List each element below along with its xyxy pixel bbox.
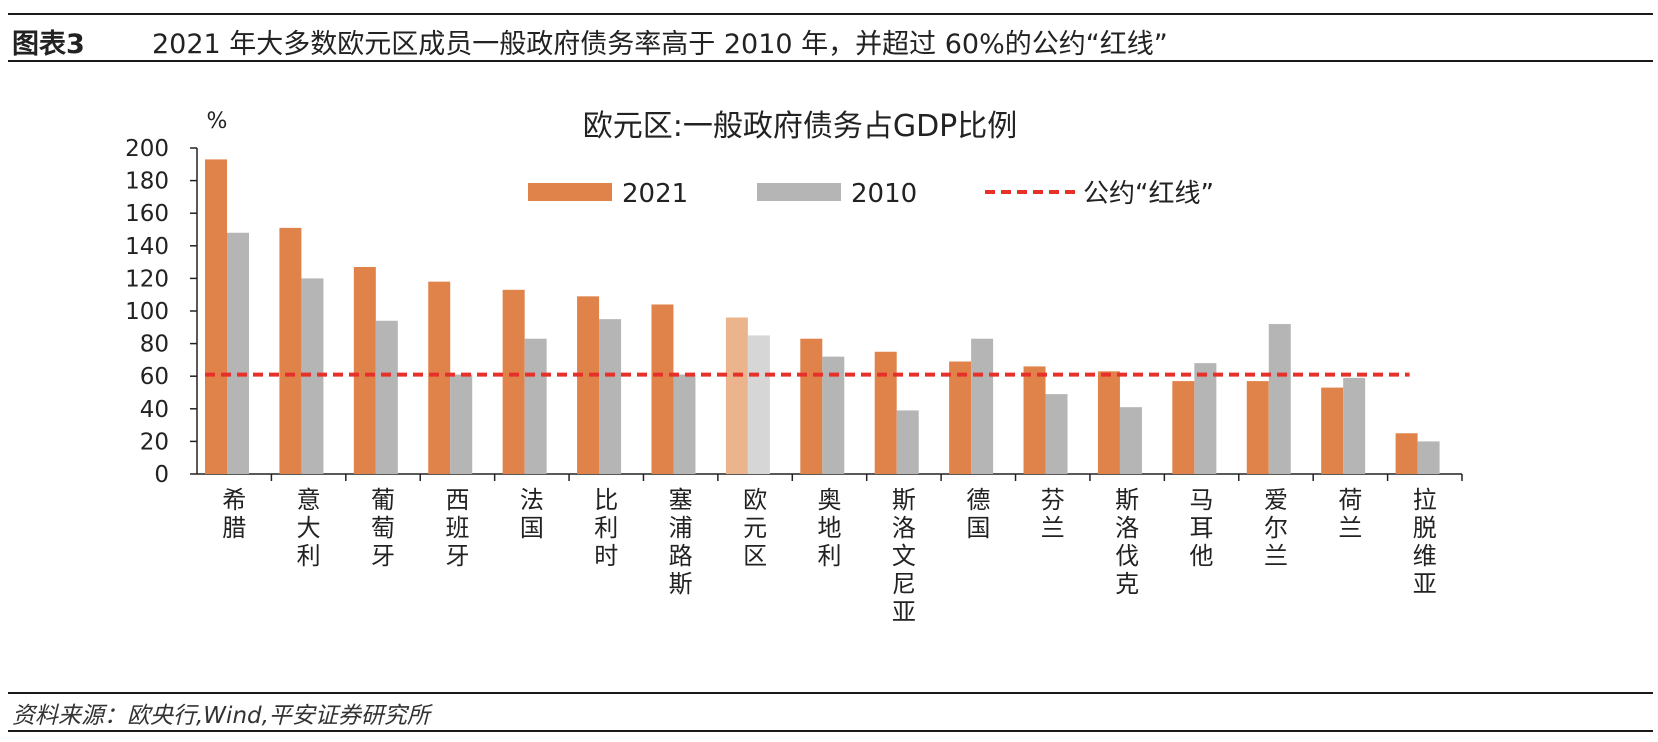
bar-2021-4 <box>502 289 525 474</box>
bar-2010-1 <box>301 278 324 474</box>
bar-2021-8 <box>800 338 823 474</box>
y-tick-label: 140 <box>125 234 169 260</box>
debt-ratio-chart: 欧元区:一般政府债务占GDP比例 % 2021 2010 公约“红线” 0 20 4… <box>125 109 1463 626</box>
source-note: 资料来源：欧央行,Wind,平安证券研究所 <box>12 703 430 729</box>
y-tick-label: 40 <box>140 397 169 423</box>
bar-2010-8 <box>822 356 845 474</box>
y-tick-label: 60 <box>140 364 169 390</box>
x-tick-label-4: 法国 <box>520 486 544 542</box>
top-rule <box>8 13 1653 15</box>
legend-label-2010: 2010 <box>851 179 917 209</box>
bar-2021-6 <box>651 304 674 474</box>
x-tick-label-2: 葡萄牙 <box>371 486 395 570</box>
y-tick-label: 180 <box>125 169 169 195</box>
y-axis-unit-label: % <box>207 109 228 134</box>
bar-2021-11 <box>1023 366 1046 474</box>
x-tick-label-16: 拉脱维亚 <box>1413 486 1437 598</box>
bar-2010-5 <box>599 319 622 474</box>
x-tick-label-11: 芬兰 <box>1041 486 1065 542</box>
bar-2010-4 <box>524 338 547 474</box>
y-tick-label: 0 <box>154 462 169 488</box>
bar-2021-7 <box>725 317 748 474</box>
bar-2021-12 <box>1097 371 1120 474</box>
y-tick-label: 200 <box>125 136 169 162</box>
bar-2021-15 <box>1321 387 1344 474</box>
bar-2021-14 <box>1246 381 1269 474</box>
footer-top-rule <box>8 692 1653 694</box>
y-tick-label: 80 <box>140 332 169 358</box>
x-tick-label-1: 意大利 <box>297 486 321 570</box>
x-tick-label-9: 斯洛文尼亚 <box>892 486 916 626</box>
legend-label-red-line: 公约“红线” <box>1083 179 1214 209</box>
bar-2021-13 <box>1172 381 1195 474</box>
x-tick-label-5: 比利时 <box>594 486 618 570</box>
bar-2021-0 <box>205 159 227 474</box>
bar-2021-9 <box>874 351 897 474</box>
bar-2010-16 <box>1417 441 1440 474</box>
bar-2021-3 <box>428 281 451 474</box>
x-tick-label-15: 荷兰 <box>1338 486 1362 542</box>
bar-2010-10 <box>971 338 994 474</box>
x-tick-label-10: 德国 <box>966 486 990 542</box>
x-tick-label-14: 爱尔兰 <box>1264 486 1288 570</box>
bar-2010-15 <box>1343 377 1366 474</box>
x-tick-label-13: 马耳他 <box>1190 486 1214 570</box>
y-tick-label: 20 <box>140 429 169 455</box>
bar-2010-13 <box>1194 363 1217 474</box>
bar-2010-7 <box>747 335 770 474</box>
bar-2021-1 <box>279 227 302 474</box>
bar-2021-2 <box>353 266 376 474</box>
legend-label-2021: 2021 <box>622 179 688 209</box>
x-tick-label-7: 欧元区 <box>743 486 767 570</box>
bar-2021-5 <box>577 296 600 474</box>
bar-2021-16 <box>1395 433 1418 474</box>
bar-2010-12 <box>1119 407 1142 474</box>
header-rule <box>8 60 1653 62</box>
bar-2010-11 <box>1045 394 1068 474</box>
bar-2010-2 <box>375 320 398 474</box>
bar-2010-6 <box>673 374 696 474</box>
legend: 2021 2010 公约“红线” <box>528 179 1214 209</box>
x-tick-label-0: 希腊 <box>222 486 246 542</box>
x-tick-label-12: 斯洛伐克 <box>1115 486 1139 598</box>
legend-swatch-2010 <box>757 183 841 201</box>
bar-2010-3 <box>450 374 473 474</box>
chart-title: 欧元区:一般政府债务占GDP比例 <box>583 109 1018 144</box>
bar-2010-14 <box>1268 324 1291 474</box>
figure-label: 图表3 <box>12 29 85 60</box>
x-tick-label-8: 奥地利 <box>818 486 842 570</box>
figure-caption: 2021 年大多数欧元区成员一般政府债务率高于 2010 年，并超过 60%的公… <box>152 29 1168 60</box>
x-tick-label-3: 西班牙 <box>445 486 469 570</box>
legend-swatch-2021 <box>528 183 612 201</box>
footer-bottom-rule <box>8 730 1653 732</box>
y-tick-label: 100 <box>125 299 169 325</box>
figure-header: 图表3 2021 年大多数欧元区成员一般政府债务率高于 2010 年，并超过 6… <box>12 20 1652 60</box>
bar-2021-10 <box>949 361 972 474</box>
y-tick-label: 120 <box>125 266 169 292</box>
bar-2010-9 <box>896 410 919 474</box>
bar-2010-0 <box>227 232 249 474</box>
x-tick-label-6: 塞浦路斯 <box>669 486 693 598</box>
y-tick-label: 160 <box>125 201 169 227</box>
plot-area: 0 20 40 60 80 100 120 140 160 180 200 希腊 意大利 葡萄牙 西班牙 法国… <box>125 136 1463 626</box>
